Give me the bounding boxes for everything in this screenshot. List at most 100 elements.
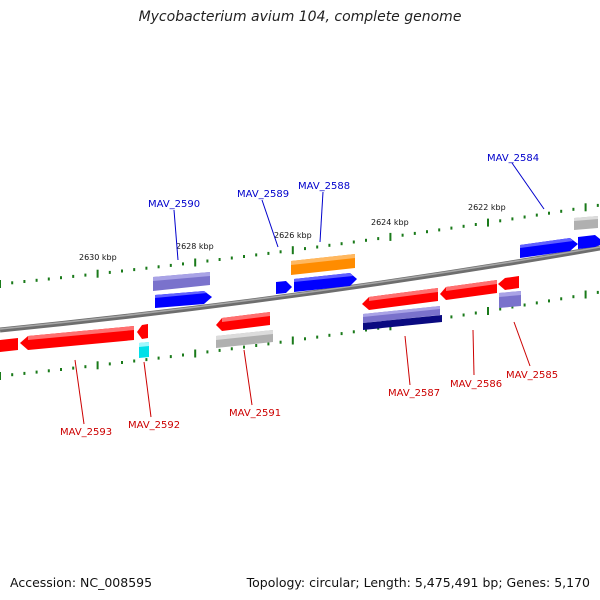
gene-arrow-mav-2593[interactable] <box>20 326 134 350</box>
scale-tick <box>230 256 233 260</box>
gene-arrow-mav-2586[interactable] <box>440 280 497 300</box>
scale-tick <box>169 355 172 359</box>
scale-tick <box>560 209 563 213</box>
scale-tick <box>194 258 197 267</box>
scale-tick <box>11 281 14 285</box>
gene-arrow-mav-2592[interactable] <box>137 324 148 339</box>
scale-tick <box>291 336 294 345</box>
gene-arrow-mav-2587[interactable] <box>362 288 438 310</box>
scale-tick <box>377 237 380 241</box>
gene-arrow-blue-2[interactable] <box>294 273 357 292</box>
scale-tick <box>230 347 233 351</box>
scale-tick <box>206 259 209 263</box>
scale-tick <box>487 218 489 227</box>
scale-label-2630: 2630 kbp <box>79 253 117 262</box>
map-title: Mycobacterium avium 104, complete genome <box>138 9 462 25</box>
gene-arrow-blue-1[interactable] <box>155 291 212 308</box>
scale-tick <box>35 370 38 374</box>
scale-tick <box>121 269 123 273</box>
scale-ticks-outer <box>0 203 599 288</box>
scale-tick <box>596 203 599 207</box>
scale-tick <box>548 211 550 215</box>
gene-arrow-cyan[interactable] <box>139 342 149 358</box>
scale-tick <box>401 233 404 237</box>
reverse-leader-lines <box>74 321 531 425</box>
scale-tick <box>584 203 587 212</box>
scale-tick <box>279 250 282 254</box>
scale-tick <box>194 349 197 358</box>
gene-label-mav-2593: MAV_2593 <box>60 427 112 438</box>
reverse-genes <box>0 276 521 358</box>
scale-tick <box>523 303 526 307</box>
gene-label-mav-2591: MAV_2591 <box>229 408 281 419</box>
scale-tick <box>499 307 502 311</box>
scale-tick <box>35 278 38 282</box>
gene-arrow-gray-1[interactable] <box>574 216 598 230</box>
scale-tick <box>499 219 502 223</box>
scale-tick <box>157 356 160 360</box>
gene-label-mav-2586: MAV_2586 <box>450 379 502 390</box>
scale-tick <box>133 359 136 363</box>
gene-arrow-mav-2588[interactable] <box>291 254 355 275</box>
scale-tick <box>255 253 258 257</box>
scale-tick <box>169 263 172 267</box>
gene-arrow-purple-3[interactable] <box>499 291 521 308</box>
scale-tick <box>182 262 184 266</box>
scale-tick <box>145 358 148 362</box>
scale-tick <box>474 223 477 226</box>
gene-arrow-mav-2590-outer[interactable] <box>153 272 210 291</box>
scale-tick <box>474 311 477 315</box>
scale-tick <box>243 345 245 349</box>
scale-tick <box>450 226 453 230</box>
scale-tick <box>328 243 331 247</box>
scale-tick <box>84 365 87 369</box>
scale-tick <box>450 315 453 319</box>
scale-tick <box>389 232 392 241</box>
forward-genes <box>153 216 600 308</box>
scale-tick <box>145 266 148 270</box>
scale-ticks-inner <box>0 290 599 380</box>
gene-arrow-mav-2589[interactable] <box>276 281 292 294</box>
gene-arrow-mav-2591[interactable] <box>216 312 270 331</box>
scale-tick <box>133 268 136 272</box>
scale-tick <box>0 280 1 288</box>
scale-tick <box>218 258 221 261</box>
scale-tick <box>596 290 599 294</box>
gene-arrow-red-edge[interactable] <box>0 338 18 352</box>
scale-tick <box>511 305 514 309</box>
scale-tick <box>291 246 294 255</box>
scale-tick <box>523 215 526 219</box>
scale-tick <box>218 348 221 352</box>
scale-tick <box>267 342 270 346</box>
gene-arrow-purple-2[interactable] <box>363 306 440 323</box>
scale-tick <box>11 373 14 377</box>
scale-tick <box>487 307 489 315</box>
gene-arrow-blue-4[interactable] <box>578 235 600 249</box>
scale-tick <box>72 366 75 370</box>
scale-tick <box>267 251 270 255</box>
scale-tick <box>72 274 75 278</box>
forward-leader-lines <box>173 162 545 261</box>
scale-label-2622: 2622 kbp <box>468 203 506 212</box>
scale-tick <box>23 280 26 283</box>
scale-tick <box>438 228 441 232</box>
gene-arrow-gray-2[interactable] <box>216 330 273 348</box>
scale-tick <box>243 255 245 258</box>
scale-tick <box>316 245 319 249</box>
gene-arrow-mav-2585[interactable] <box>498 276 519 290</box>
scale-tick <box>206 350 209 354</box>
scale-tick <box>182 353 184 357</box>
scale-tick <box>23 371 26 375</box>
scale-tick <box>316 335 319 339</box>
scale-tick <box>304 247 306 251</box>
gene-label-mav-2584: MAV_2584 <box>487 153 539 164</box>
scale-tick <box>84 273 87 277</box>
accession-text: Accession: NC_008595 <box>10 575 153 590</box>
gene-arrow-navy[interactable] <box>363 315 442 330</box>
scale-tick <box>340 242 343 246</box>
gene-arrow-blue-3[interactable] <box>520 238 578 258</box>
scale-tick <box>560 297 563 301</box>
scale-tick <box>462 313 465 317</box>
scale-tick <box>47 277 50 281</box>
